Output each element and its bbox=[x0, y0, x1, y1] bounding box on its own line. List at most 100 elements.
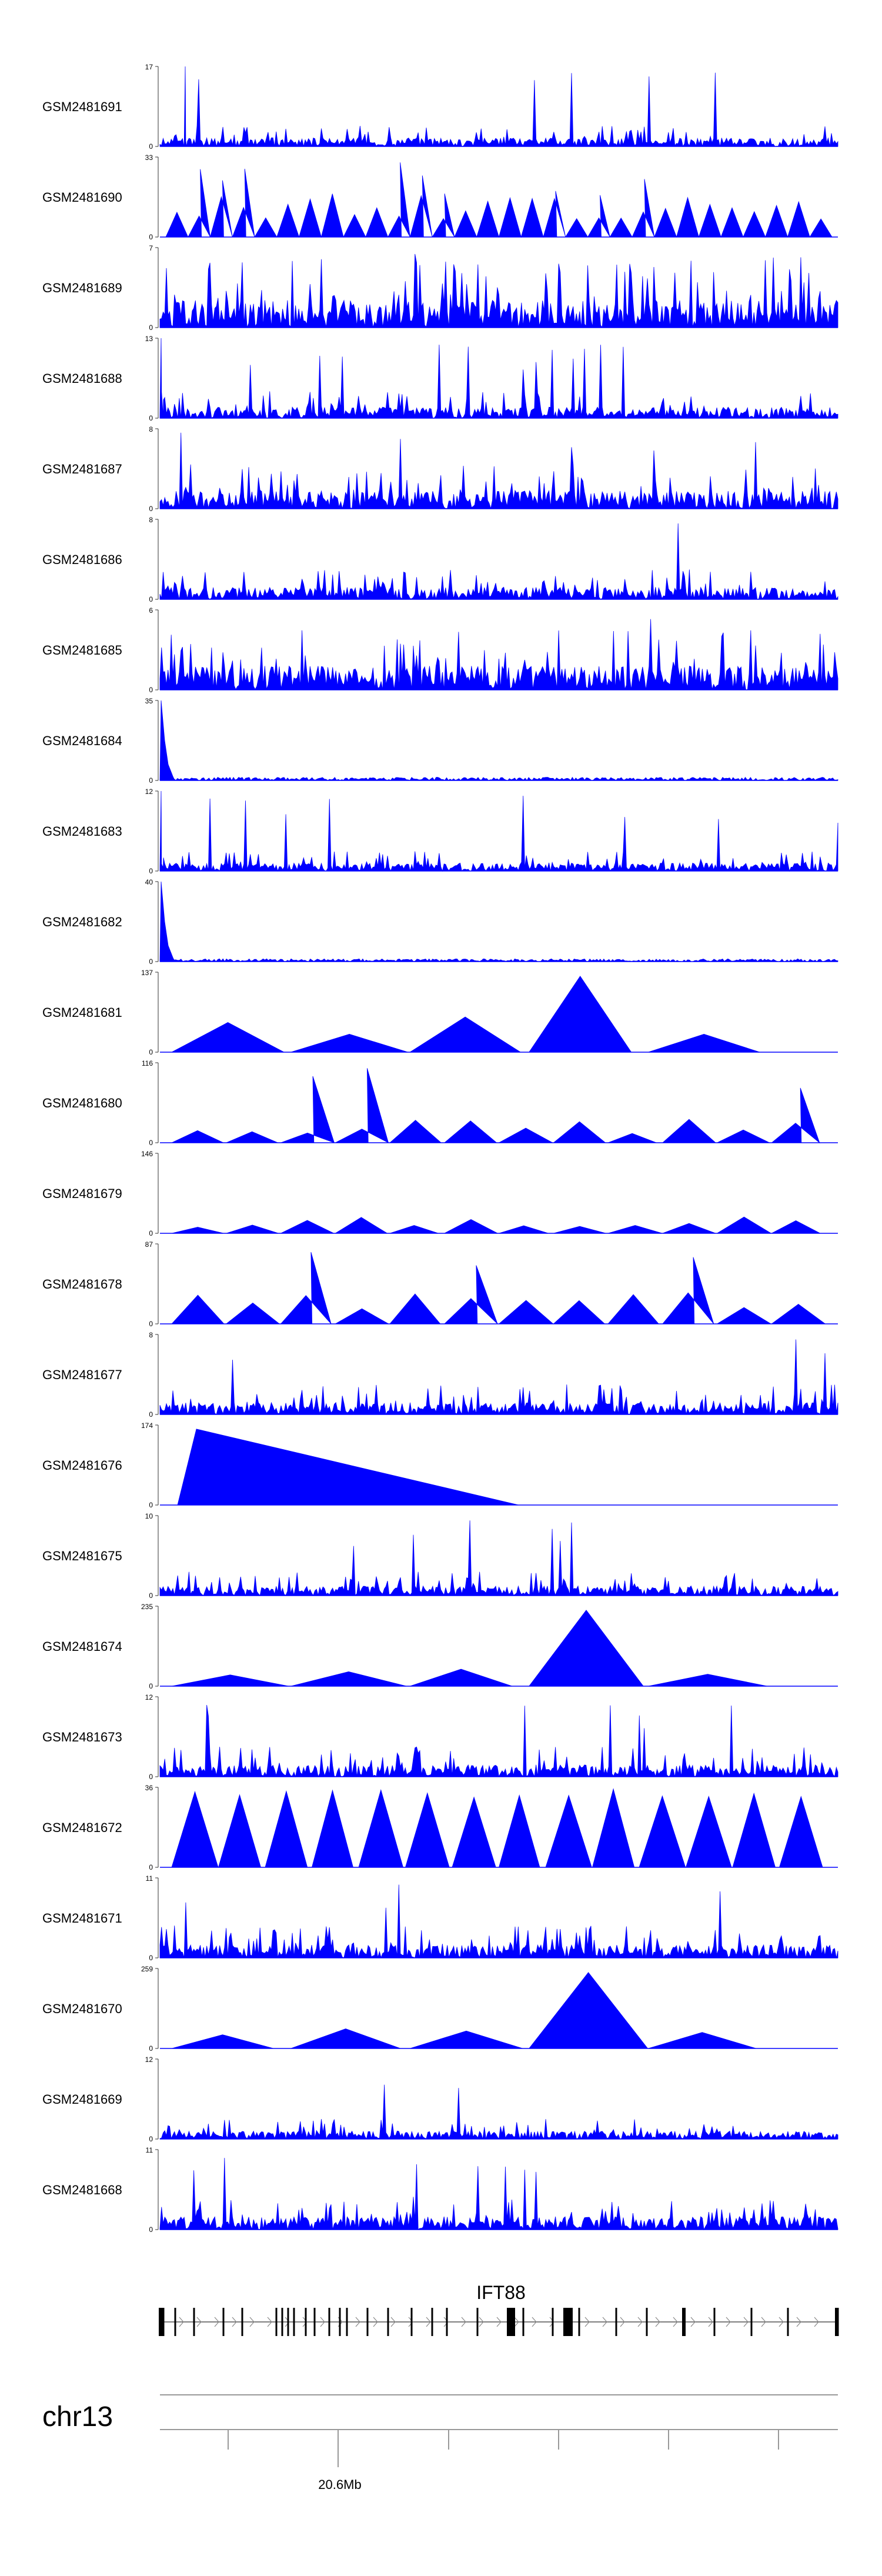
exon bbox=[241, 2308, 243, 2336]
coverage-track: GSM2481669 12 0 bbox=[42, 2056, 838, 2143]
gene-name-label: IFT88 bbox=[476, 2282, 526, 2303]
coverage-area bbox=[171, 1972, 757, 2049]
coverage-track: GSM2481690 33 0 bbox=[42, 154, 838, 241]
y-axis-max-label: 35 bbox=[145, 697, 153, 705]
y-axis-zero-label: 0 bbox=[149, 957, 153, 966]
y-axis-max-label: 137 bbox=[141, 969, 153, 977]
coverage-area bbox=[165, 162, 833, 238]
sample-label: GSM2481679 bbox=[42, 1186, 122, 1201]
y-axis-max-label: 116 bbox=[142, 1059, 153, 1067]
y-axis-max-label: 7 bbox=[149, 244, 153, 252]
y-axis-max-label: 17 bbox=[145, 63, 153, 71]
coverage-area bbox=[159, 2084, 838, 2140]
y-axis-zero-label: 0 bbox=[149, 1139, 153, 1147]
exon bbox=[410, 2308, 413, 2336]
y-axis-zero-label: 0 bbox=[149, 595, 153, 603]
exon bbox=[750, 2308, 753, 2336]
y-axis-zero-label: 0 bbox=[149, 233, 153, 241]
strand-arrow bbox=[532, 2317, 537, 2327]
exon bbox=[431, 2308, 433, 2336]
y-axis-max-label: 174 bbox=[141, 1422, 153, 1430]
strand-arrow bbox=[620, 2317, 625, 2327]
strand-arrow bbox=[779, 2317, 784, 2327]
strand-arrow bbox=[302, 2317, 308, 2327]
exon bbox=[387, 2308, 389, 2336]
genome-axis: chr13 20.6Mb bbox=[42, 2394, 838, 2492]
sample-label: GSM2481674 bbox=[42, 1639, 122, 1654]
strand-arrow bbox=[267, 2317, 272, 2327]
strand-arrow bbox=[655, 2317, 660, 2327]
sample-label: GSM2481682 bbox=[42, 915, 122, 929]
strand-arrow bbox=[232, 2317, 237, 2327]
y-axis-zero-label: 0 bbox=[149, 1048, 153, 1056]
y-axis-zero-label: 0 bbox=[149, 686, 153, 694]
exon bbox=[174, 2308, 176, 2336]
strand-arrow bbox=[584, 2317, 590, 2327]
sample-label: GSM2481687 bbox=[42, 462, 122, 476]
y-axis-zero-label: 0 bbox=[149, 867, 153, 875]
exon bbox=[339, 2308, 341, 2336]
y-axis-zero-label: 0 bbox=[149, 2135, 153, 2143]
coverage-track: GSM2481674 235 0 bbox=[42, 1603, 838, 1690]
y-axis-max-label: 8 bbox=[149, 1331, 153, 1339]
coding-exon bbox=[563, 2308, 573, 2336]
sample-label: GSM2481681 bbox=[42, 1005, 122, 1020]
sample-label: GSM2481675 bbox=[42, 1549, 122, 1563]
coverage-track: GSM2481670 259 0 bbox=[42, 1965, 838, 2053]
y-axis-max-label: 12 bbox=[145, 1693, 153, 1701]
sample-label: GSM2481669 bbox=[42, 2092, 122, 2107]
sample-label: GSM2481668 bbox=[42, 2183, 122, 2197]
strand-arrow bbox=[708, 2317, 713, 2327]
y-axis-zero-label: 0 bbox=[149, 776, 153, 785]
exon bbox=[275, 2308, 278, 2336]
coverage-track: GSM2481672 36 0 bbox=[42, 1784, 838, 1871]
y-axis-max-label: 12 bbox=[145, 788, 153, 796]
coverage-track: GSM2481681 137 0 bbox=[42, 969, 838, 1056]
coverage-area bbox=[171, 1252, 826, 1324]
sample-label: GSM2481689 bbox=[42, 281, 122, 295]
y-axis-zero-label: 0 bbox=[149, 2225, 153, 2234]
coverage-area bbox=[159, 1884, 838, 1958]
strand-arrow bbox=[496, 2317, 502, 2327]
coverage-area bbox=[171, 1610, 767, 1687]
strand-arrow bbox=[196, 2317, 202, 2327]
y-axis-zero-label: 0 bbox=[149, 142, 153, 151]
coverage-track: GSM2481688 13 0 bbox=[42, 335, 838, 422]
coverage-area bbox=[171, 1068, 820, 1144]
y-axis-max-label: 235 bbox=[141, 1603, 153, 1611]
sample-label: GSM2481670 bbox=[42, 2001, 122, 2016]
sample-label: GSM2481683 bbox=[42, 824, 122, 839]
sample-label: GSM2481685 bbox=[42, 643, 122, 658]
coding-exon bbox=[507, 2308, 515, 2336]
strand-arrow bbox=[673, 2317, 678, 2327]
strand-arrow bbox=[602, 2317, 607, 2327]
exon bbox=[222, 2308, 225, 2336]
strand-arrow bbox=[637, 2317, 643, 2327]
coverage-area bbox=[171, 976, 760, 1053]
coverage-area bbox=[159, 2158, 838, 2231]
coverage-area bbox=[171, 1788, 823, 1868]
coverage-area bbox=[159, 790, 838, 872]
y-axis-max-label: 11 bbox=[146, 2146, 153, 2154]
exon bbox=[476, 2308, 479, 2336]
sample-label: GSM2481684 bbox=[42, 733, 122, 748]
sample-label: GSM2481673 bbox=[42, 1730, 122, 1744]
y-axis-zero-label: 0 bbox=[149, 1682, 153, 1690]
sample-label: GSM2481676 bbox=[42, 1458, 122, 1473]
exon bbox=[313, 2308, 316, 2336]
y-axis-zero-label: 0 bbox=[149, 1410, 153, 1419]
strand-arrow bbox=[373, 2317, 378, 2327]
strand-arrow bbox=[285, 2317, 290, 2327]
y-axis-zero-label: 0 bbox=[149, 1773, 153, 1781]
coverage-track: GSM2481679 146 0 bbox=[42, 1150, 838, 1237]
strand-arrow bbox=[249, 2317, 255, 2327]
y-axis-zero-label: 0 bbox=[149, 1954, 153, 1962]
exon bbox=[305, 2308, 307, 2336]
coverage-area bbox=[159, 66, 838, 148]
strand-arrow bbox=[514, 2317, 519, 2327]
y-axis-max-label: 12 bbox=[145, 2056, 153, 2064]
strand-arrow bbox=[179, 2317, 184, 2327]
strand-arrow bbox=[461, 2317, 466, 2327]
coverage-area bbox=[159, 1339, 838, 1416]
y-axis-zero-label: 0 bbox=[149, 1591, 153, 1600]
